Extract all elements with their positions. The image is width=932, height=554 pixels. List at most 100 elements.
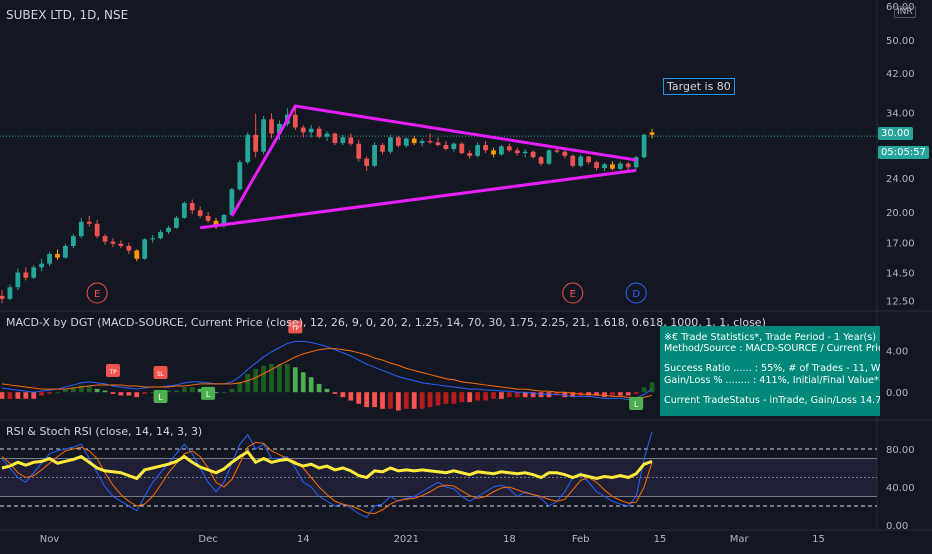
candle-body [277, 123, 282, 134]
macd-histogram-bar [625, 392, 631, 396]
macd-histogram-bar [150, 392, 155, 394]
candle-body [530, 151, 536, 158]
candle-body [514, 150, 520, 154]
signal-flag-l [153, 390, 168, 404]
event-marker-label: E [94, 289, 100, 300]
time-axis-label: Mar [730, 534, 750, 545]
candle-body [300, 127, 306, 133]
macd-axis-tick: 4.00 [886, 347, 908, 358]
time-axis-label: 14 [297, 534, 310, 545]
macd-histogram-bar [308, 377, 314, 393]
candle-body [443, 145, 449, 150]
macd-histogram-bar [403, 392, 409, 409]
macd-pane: TP SL L L TP L [0, 320, 655, 411]
candle-body [86, 221, 92, 224]
macd-histogram-bar [649, 382, 655, 393]
candle-body [261, 119, 266, 152]
macd-indicator-title[interactable]: MACD-X by DGT (MACD-SOURCE, Current Pric… [6, 316, 766, 329]
macd-histogram-bar [174, 390, 179, 393]
candle-body [499, 146, 504, 155]
time-axis-label: Dec [198, 534, 217, 545]
price-axis-tick: 20.00 [886, 208, 915, 219]
candle-body [181, 202, 187, 218]
time-axis-label: 18 [503, 534, 516, 545]
candle-body [55, 254, 60, 258]
macd-histogram-bar [78, 385, 84, 393]
event-marker-d [625, 282, 647, 304]
macd-histogram-bar [292, 367, 298, 393]
currency-badge[interactable]: INR [894, 6, 916, 18]
macd-histogram-bar [261, 365, 266, 393]
stoch-k-line [1, 431, 653, 519]
macd-histogram-bar [285, 364, 290, 393]
candle-body [475, 145, 481, 156]
macd-histogram-bar [0, 392, 5, 399]
event-marker-label: E [570, 289, 576, 300]
macd-histogram-bar [411, 392, 417, 409]
candle-body [150, 238, 155, 240]
macd-histogram-bar [356, 392, 362, 404]
candle-body [594, 162, 599, 169]
macd-histogram-bar [300, 372, 306, 393]
candle-body [538, 157, 544, 164]
candle-body [625, 163, 631, 168]
candle-body [491, 150, 496, 155]
triangle-upper-line [230, 104, 637, 217]
macd-histogram-bar [364, 392, 370, 408]
macd-histogram-bar [459, 392, 465, 403]
macd-histogram-bar [633, 392, 639, 394]
candle-body [134, 250, 140, 259]
signal-flag-l [201, 386, 216, 400]
macd-histogram-bar [435, 392, 441, 406]
stoch-d-line [1, 441, 653, 515]
candle-body [570, 155, 576, 166]
candle-body [189, 202, 195, 211]
macd-histogram-bar [126, 392, 132, 396]
rsi-band [0, 458, 877, 497]
candle-body [0, 295, 5, 299]
macd-histogram-bar [23, 392, 29, 399]
signal-label: L [206, 390, 211, 399]
candle-body [237, 162, 243, 190]
candle-body [617, 163, 623, 169]
candle-body [633, 157, 639, 168]
macd-histogram-bar [324, 388, 330, 393]
time-axis-label: Feb [572, 534, 590, 545]
macd-histogram-bar [237, 382, 243, 393]
macd-histogram-bar [189, 387, 195, 393]
triangle-lower-line [199, 168, 637, 230]
macd-histogram-bar [388, 392, 393, 409]
macd-histogram-bar [63, 388, 68, 393]
candle-body [348, 137, 354, 144]
axis-layer: 60.00 50.00 42.00 34.00 24.00 20.00 17.00 14.50… [40, 2, 915, 545]
macd-histogram-bar [55, 392, 60, 394]
macd-histogram-bar [427, 392, 433, 408]
macd-histogram-bar [134, 392, 140, 398]
macd-histogram-bar [499, 392, 504, 399]
stats-line-3: Success Ratio ...... : 55%, # of Trades … [664, 363, 880, 375]
macd-histogram-bar [332, 392, 338, 394]
candle-body [316, 128, 322, 137]
rsi-indicator-title[interactable]: RSI & Stoch RSI (close, 14, 14, 3, 3) [6, 425, 203, 438]
rsi-axis-tick: 40.00 [886, 483, 915, 494]
target-annotation[interactable]: Target is 80 [663, 78, 735, 95]
candle-body [166, 227, 171, 232]
candle-body [221, 214, 227, 226]
macd-histogram-bar [197, 388, 203, 393]
macd-histogram-bar [94, 388, 100, 393]
macd-histogram-bar [277, 364, 282, 393]
candle-body [340, 137, 346, 144]
candle-body [411, 138, 417, 144]
candle-body [174, 217, 179, 228]
stats-line-1: ※€ Trade Statistics*, Trade Period - 1 Y… [664, 332, 876, 343]
candle-body [332, 133, 338, 144]
candle-body [602, 164, 607, 169]
time-axis-label: 15 [812, 534, 825, 545]
last-price-tag: 30.00 [878, 127, 913, 140]
price-axis-tick: 24.00 [886, 174, 915, 185]
macd-histogram-bar [641, 387, 647, 393]
price-axis-tick: 50.00 [886, 36, 915, 47]
candle-body [427, 141, 433, 143]
candle-body [23, 272, 29, 278]
